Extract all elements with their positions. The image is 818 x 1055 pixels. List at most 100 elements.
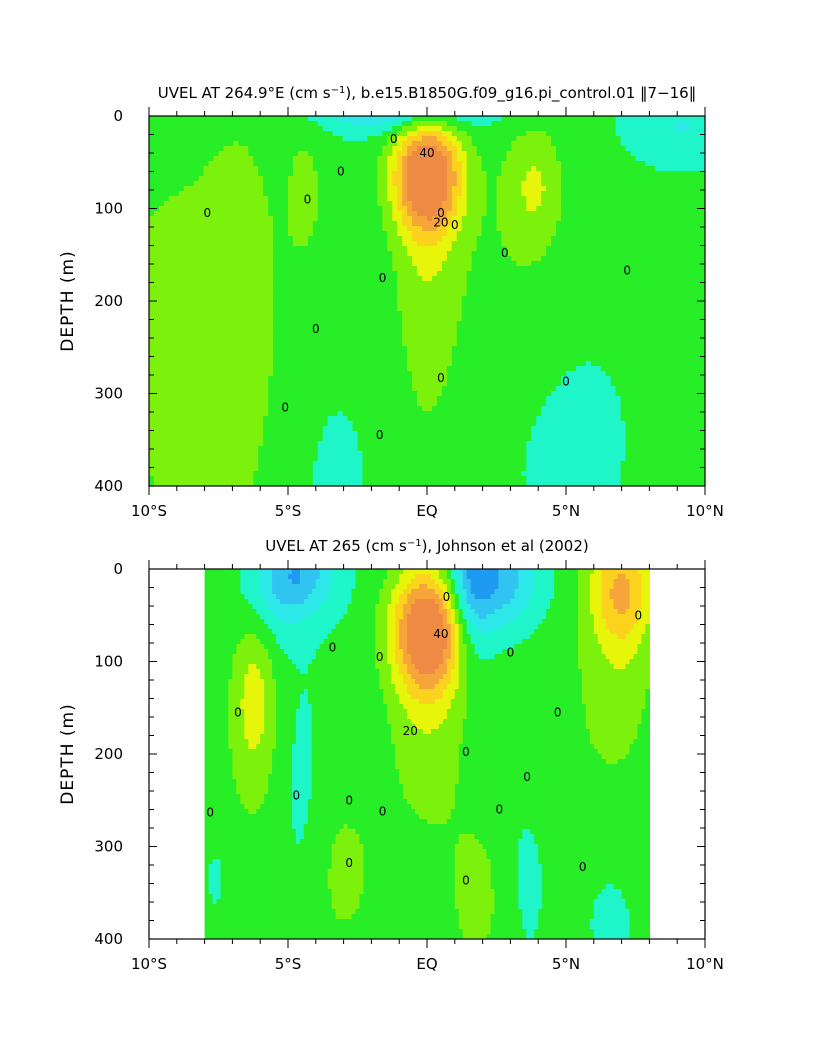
contour-cell [431, 356, 438, 362]
contour-cell [258, 221, 264, 227]
contour-cell [258, 256, 264, 262]
contour-cell [312, 311, 319, 317]
contour-cell [451, 261, 458, 267]
contour-cell [342, 121, 349, 127]
contour-cell [168, 166, 175, 172]
contour-cell [327, 426, 334, 432]
contour-cell [456, 406, 463, 412]
contour-cell [178, 386, 185, 392]
contour-cell [461, 186, 468, 192]
contour-cell [228, 151, 234, 157]
contour-cell [178, 296, 185, 302]
contour-cell [392, 146, 398, 152]
contour-cell [412, 461, 418, 467]
contour-cell [322, 141, 329, 147]
contour-cell [417, 151, 423, 157]
contour-cell [312, 256, 319, 262]
contour-cell [456, 321, 463, 327]
contour-cell [203, 266, 210, 272]
contour-cell [273, 191, 279, 197]
contour-cell [407, 326, 413, 332]
contour-cell [149, 191, 155, 197]
contour-cell [392, 441, 398, 447]
contour-cell [213, 391, 220, 397]
contour-cell [382, 356, 388, 362]
contour-cell [352, 231, 359, 237]
contour-cell [342, 126, 349, 132]
contour-cell [431, 181, 438, 187]
contour-cell [466, 286, 473, 292]
contour-cell [153, 396, 160, 402]
contour-cell [431, 256, 438, 262]
contour-cell [387, 171, 393, 177]
contour-cell [233, 126, 239, 132]
contour-cell [193, 166, 200, 172]
contour-cell [223, 256, 230, 262]
contour-cell [362, 186, 369, 192]
contour-cell [223, 451, 230, 457]
contour-cell [223, 281, 230, 287]
contour-cell [377, 336, 383, 342]
contour-cell [203, 251, 210, 257]
contour-cell [332, 156, 339, 162]
contour-cell [397, 476, 403, 482]
contour-cell [213, 331, 220, 337]
contour-cell [471, 461, 478, 467]
contour-cell [223, 231, 230, 237]
contour-cell [263, 326, 269, 332]
contour-cell [402, 366, 408, 372]
contour-cell [446, 336, 453, 342]
contour-cell [288, 406, 294, 412]
contour-cell [183, 236, 190, 242]
contour-cell [188, 256, 195, 262]
contour-cell [322, 371, 329, 377]
contour-cell [451, 306, 458, 312]
contour-cell [233, 471, 239, 477]
contour-cell [178, 246, 185, 252]
contour-cell [288, 376, 294, 382]
contour-cell [377, 231, 383, 237]
contour-cell [387, 361, 393, 367]
contour-cell [392, 361, 398, 367]
contour-cell [243, 361, 249, 367]
contour-cell [283, 346, 289, 352]
contour-cell [367, 466, 373, 472]
contour-cell [446, 376, 453, 382]
contour-cell [163, 316, 170, 322]
contour-cell [183, 346, 190, 352]
contour-cell [178, 186, 185, 192]
contour-cell [228, 166, 234, 172]
contour-cell [342, 281, 349, 287]
contour-cell [278, 361, 284, 367]
contour-cell [431, 161, 438, 167]
contour-cell [168, 221, 175, 227]
contour-cell [188, 326, 195, 332]
contour-cell [278, 216, 284, 222]
contour-cell [278, 406, 284, 412]
contour-cell [288, 366, 294, 372]
contour-cell [456, 286, 463, 292]
contour-cell [451, 286, 458, 292]
contour-cell [471, 471, 478, 477]
contour-cell [297, 441, 304, 447]
contour-cell [372, 341, 378, 347]
contour-cell [317, 381, 324, 387]
contour-cell [253, 116, 259, 122]
contour-cell [427, 171, 433, 177]
contour-cell [372, 166, 378, 172]
contour-cell [431, 436, 438, 442]
contour-cell [481, 166, 488, 172]
contour-cell [168, 351, 175, 357]
contour-cell [456, 421, 463, 427]
contour-cell [471, 211, 478, 217]
contour-cell [476, 346, 483, 352]
contour-cell [193, 126, 200, 132]
contour-cell [347, 131, 354, 137]
contour-cell [198, 361, 205, 367]
contour-cell [431, 246, 438, 252]
contour-cell [203, 256, 210, 262]
contour-cell [283, 291, 289, 297]
contour-cell [208, 231, 215, 237]
contour-cell [243, 481, 249, 486]
contour-cell [317, 416, 324, 422]
